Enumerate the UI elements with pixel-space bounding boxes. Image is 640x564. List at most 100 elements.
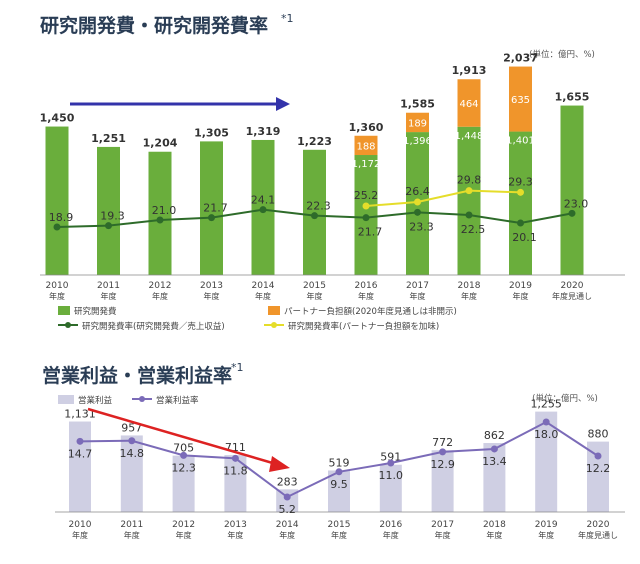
- profit-value-label: 591: [380, 451, 401, 464]
- x-tick-label: 2012: [172, 520, 195, 530]
- rd-bar: [457, 126, 481, 275]
- rate-point: [465, 211, 473, 219]
- rate2-value-label: 29.8: [457, 174, 482, 187]
- rate-value-label: 22.5: [461, 223, 486, 236]
- rate2-line: [365, 189, 521, 207]
- x-tick-sublabel: 年度: [307, 291, 323, 301]
- profit-bar: [431, 450, 454, 512]
- rd-value-label: 1,448: [455, 131, 484, 142]
- x-tick-label: 2014: [252, 281, 275, 291]
- trend-arrow-head: [269, 456, 290, 472]
- rd-bar: [45, 126, 69, 275]
- profit-value-label: 519: [329, 456, 350, 469]
- profit-value-label: 283: [277, 475, 298, 488]
- margin-point: [231, 454, 239, 462]
- margin-value-label: 14.8: [120, 447, 145, 460]
- profit-bar: [328, 470, 350, 512]
- x-tick-label: 2019: [509, 281, 532, 291]
- margin-value-label: 13.4: [482, 455, 507, 468]
- chart2-unit: (単位：億円、%): [532, 393, 598, 404]
- x-tick-label: 2016: [379, 520, 402, 530]
- profit-bar: [69, 421, 91, 512]
- margin-point: [542, 418, 550, 426]
- rd-value-label: 1,396: [403, 136, 432, 147]
- rate-value-label: 23.0: [564, 197, 589, 210]
- rate2-point: [465, 187, 473, 195]
- margin-value-label: 14.7: [68, 447, 93, 460]
- rate-value-label: 18.9: [49, 211, 74, 224]
- margin-point: [594, 452, 602, 460]
- rate2-value-label: 25.2: [354, 189, 379, 202]
- legend-swatch-rd: [58, 306, 70, 315]
- x-tick-sublabel: 年度: [383, 530, 399, 540]
- legend-label-rate: 研究開発費率(研究開発費／売上収益): [82, 321, 225, 332]
- x-tick-sublabel: 年度: [176, 530, 192, 540]
- legend-marker-rate: [65, 322, 71, 328]
- rate2-value-label: 26.4: [405, 185, 430, 198]
- x-tick-sublabel: 年度見通し: [578, 530, 618, 540]
- bar-total-label: 1,655: [555, 91, 590, 104]
- legend-marker-rate2: [271, 322, 277, 328]
- rate-point: [259, 206, 267, 214]
- rate-point: [568, 209, 576, 217]
- x-tick-label: 2018: [458, 281, 481, 291]
- x-tick-sublabel: 年度: [204, 291, 220, 301]
- x-tick-sublabel: 年度: [538, 530, 554, 540]
- profit-value-label: 772: [432, 436, 453, 449]
- rd-bar: [148, 151, 172, 275]
- margin-value-label: 12.2: [586, 462, 611, 475]
- profit-bar: [535, 411, 558, 512]
- margin-point: [128, 437, 136, 445]
- x-tick-label: 2013: [200, 281, 223, 291]
- margin-point: [180, 451, 188, 459]
- rate-value-label: 21.7: [358, 226, 383, 239]
- partner-bar: [406, 112, 429, 133]
- x-tick-label: 2015: [328, 520, 351, 530]
- x-tick-label: 2017: [406, 281, 429, 291]
- rd-bar: [200, 141, 223, 275]
- x-tick-label: 2017: [431, 520, 454, 530]
- rate-value-label: 22.3: [306, 200, 331, 213]
- bar-total-label: 1,251: [91, 132, 126, 145]
- x-tick-sublabel: 年度: [513, 291, 529, 301]
- chart1-unit: (単位：億円、%): [529, 49, 595, 60]
- rate-value-label: 20.1: [512, 231, 537, 244]
- x-tick-label: 2010: [46, 281, 69, 291]
- profit-bar: [483, 443, 506, 512]
- x-tick-sublabel: 年度: [435, 530, 451, 540]
- profit-value-label: 705: [173, 442, 194, 455]
- bar-total-label: 1,450: [40, 112, 75, 125]
- rate-point: [311, 212, 318, 220]
- x-tick-sublabel: 年度: [410, 291, 426, 301]
- x-tick-sublabel: 年度: [124, 530, 140, 540]
- partner-bar: [354, 135, 378, 156]
- partner-bar: [457, 79, 481, 127]
- x-tick-sublabel: 年度: [486, 530, 502, 540]
- profit-value-label: 862: [484, 429, 505, 442]
- bar-total-label: 1,913: [452, 64, 487, 77]
- x-tick-sublabel: 年度: [331, 530, 347, 540]
- rate-point: [414, 208, 421, 216]
- margin-point: [490, 445, 498, 453]
- rd-bar: [560, 105, 584, 275]
- legend-label-rate2: 研究開発費率(パートナー負担額を加味): [288, 321, 439, 332]
- x-tick-label: 2020: [561, 281, 584, 291]
- rate-point: [362, 214, 370, 222]
- profit-bar: [224, 455, 247, 512]
- partner-bar: [509, 66, 532, 132]
- rate-value-label: 23.3: [409, 220, 434, 233]
- profit-value-label: 1,255: [530, 398, 562, 411]
- x-tick-label: 2012: [149, 281, 172, 291]
- profit-value-label: 957: [121, 421, 142, 434]
- legend-marker-margin: [139, 396, 145, 402]
- margin-value-label: 11.8: [223, 464, 248, 477]
- x-tick-sublabel: 年度: [255, 291, 271, 301]
- x-tick-sublabel: 年度: [461, 291, 477, 301]
- x-tick-label: 2015: [303, 281, 326, 291]
- x-tick-label: 2014: [276, 520, 299, 530]
- profit-bar: [120, 435, 143, 512]
- profit-bar: [172, 455, 195, 512]
- rd-bar: [509, 131, 532, 275]
- margin-point: [283, 493, 291, 501]
- x-tick-sublabel: 年度: [152, 291, 168, 301]
